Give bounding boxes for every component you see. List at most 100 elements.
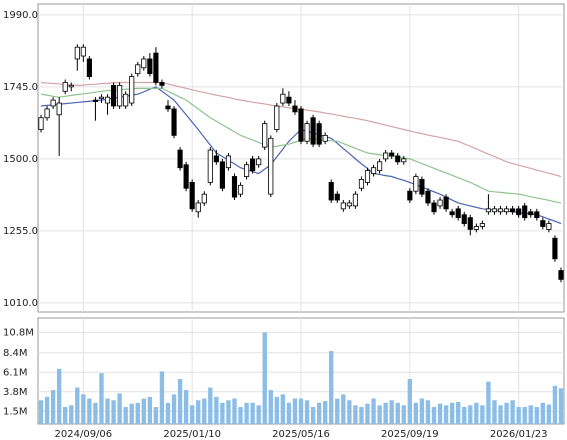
candle-body	[262, 123, 268, 148]
candle-body	[62, 82, 68, 92]
volume-bar	[63, 407, 68, 424]
volume-bar	[468, 405, 473, 424]
volume-bar	[171, 394, 177, 424]
candle-body	[280, 93, 286, 104]
volume-bar	[456, 401, 461, 424]
candle-body	[473, 226, 479, 230]
volume-bar	[50, 390, 56, 424]
candle-body	[316, 123, 322, 145]
volume-bar	[504, 402, 509, 424]
candle-body	[86, 58, 92, 77]
candle-body	[117, 85, 123, 107]
candle-body	[110, 85, 117, 107]
volume-bar	[425, 400, 431, 424]
volume-bar	[558, 388, 564, 424]
volume-bar	[177, 379, 183, 424]
volume-bar	[189, 405, 195, 424]
candle-body	[522, 205, 528, 219]
candle-body	[401, 158, 407, 163]
candle-body	[68, 85, 74, 88]
x-tick-label: 2025/05/16	[272, 429, 330, 440]
volume-bar	[135, 402, 140, 424]
volume-bar	[244, 402, 249, 424]
candle-body	[528, 211, 534, 216]
x-tick-label: 2026/01/23	[490, 429, 548, 440]
candle-body	[201, 193, 207, 204]
candle-body	[377, 161, 383, 172]
y-tick-label: 10.8M	[3, 327, 34, 338]
volume-bar	[353, 405, 358, 424]
candle-body	[244, 164, 250, 177]
volume-bar	[93, 402, 98, 424]
candle-body	[485, 208, 492, 213]
candle-body	[171, 108, 177, 136]
volume-bar	[81, 394, 86, 424]
volume-bar	[238, 407, 243, 424]
candle-body	[129, 76, 135, 104]
candle-body	[207, 149, 213, 183]
volume-bar	[274, 396, 279, 424]
candle-body	[491, 208, 498, 213]
volume-bar	[492, 400, 497, 424]
volume-bar	[99, 373, 104, 424]
volume-bar	[528, 405, 533, 424]
candle-body	[153, 52, 159, 83]
y-tick-label: 1255.0	[3, 226, 38, 237]
candle-body	[104, 96, 111, 104]
volume-bar	[304, 400, 310, 424]
candle-body	[38, 117, 44, 130]
candle-body	[189, 181, 195, 210]
candle-body	[177, 149, 183, 169]
candle-body	[44, 108, 50, 119]
candle-body	[340, 202, 346, 210]
volume-bar	[546, 404, 552, 424]
y-tick-label: 1745.0	[3, 82, 38, 93]
candle-body	[383, 152, 389, 160]
volume-bar	[202, 398, 207, 424]
x-tick-label: 2024/09/06	[55, 429, 113, 440]
candle-body	[346, 202, 352, 207]
candle-body	[250, 158, 256, 172]
volume-bar	[401, 405, 406, 424]
candle-body	[165, 105, 171, 110]
candle-body	[286, 96, 292, 104]
volume-bar	[286, 402, 292, 424]
y-tick-label: 3.8M	[3, 387, 28, 398]
candle-body	[334, 193, 340, 201]
candle-body	[479, 223, 485, 227]
y-tick-label: 8.4M	[3, 348, 28, 359]
volume-bar	[419, 398, 425, 424]
volume-bar	[141, 398, 146, 424]
volume-bar	[341, 394, 346, 424]
volume-bar	[534, 407, 539, 424]
volume-bar	[474, 402, 479, 424]
volume-bar	[262, 332, 267, 424]
volume-bar	[129, 403, 134, 424]
volume-bar	[443, 405, 449, 424]
candle-body	[364, 170, 371, 183]
candle-body	[497, 208, 504, 213]
volume-bar	[310, 407, 316, 424]
candle-body	[510, 208, 516, 213]
volume-bar	[389, 400, 394, 424]
x-tick-label: 2025/09/19	[381, 429, 439, 440]
volume-bar	[214, 396, 219, 424]
y-tick-label: 1500.0	[3, 154, 38, 165]
volume-bar	[196, 400, 201, 424]
candle-body	[50, 99, 56, 107]
candle-body	[407, 190, 413, 201]
candle-body	[328, 181, 334, 201]
candle-body	[546, 223, 552, 230]
volume-bar	[153, 407, 159, 424]
volume-bar	[232, 398, 237, 424]
candle-body	[268, 137, 274, 195]
volume-bar	[298, 398, 304, 424]
candle-body	[395, 155, 401, 163]
y-tick-label: 6.1M	[3, 367, 28, 378]
candle-body	[467, 217, 473, 230]
volume-bar	[111, 400, 116, 424]
candle-body	[358, 179, 365, 189]
candle-body	[413, 176, 419, 192]
candle-body	[147, 58, 153, 75]
